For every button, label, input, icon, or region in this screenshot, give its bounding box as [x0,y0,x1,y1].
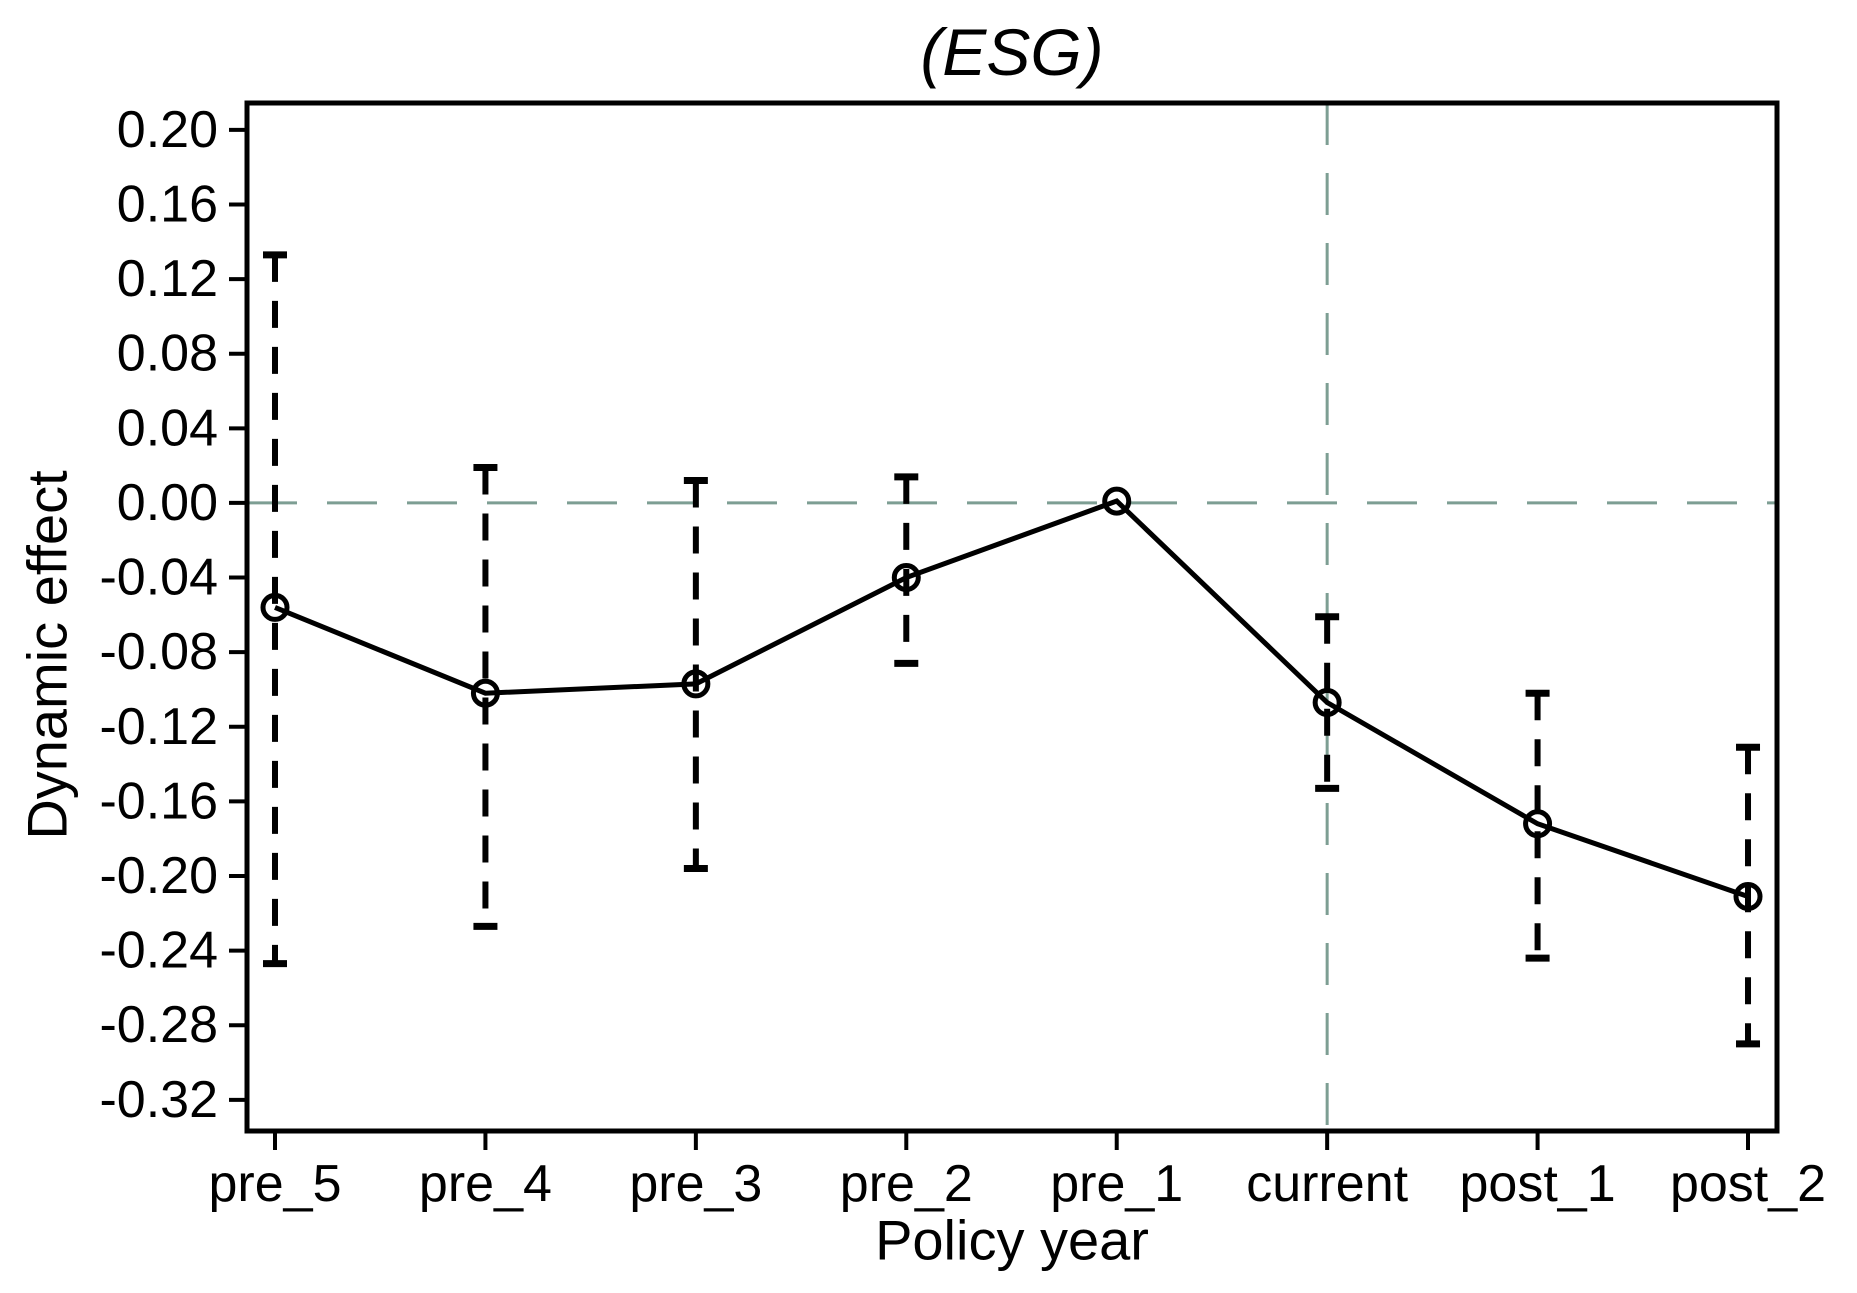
data-point-marker [1312,688,1342,718]
x-tick-label: pre_1 [1050,1155,1183,1213]
y-tick-label: 0.12 [117,250,218,308]
data-point-marker [681,669,711,699]
x-tick-label: post_2 [1670,1155,1826,1213]
x-tick-label: pre_2 [840,1155,973,1213]
y-tick-label: 0.20 [117,101,218,159]
plot-area: 0.20 0.16 0.12 0.08 0.04 0.00 -0.04 -0.08 -0.12 -… [99,101,1826,1213]
x-tick-label: post_1 [1460,1155,1616,1213]
y-tick-label: -0.28 [99,996,218,1054]
y-tick-label: -0.12 [99,698,218,756]
y-tick-label: -0.16 [99,772,218,830]
x-axis-title: Policy year [875,1209,1149,1272]
chart-title: (ESG) [920,15,1103,89]
y-tick-label: -0.20 [99,847,218,905]
dynamic-effect-series-line [274,498,1749,899]
data-point-marker [1102,486,1132,516]
plot-frame [244,100,1780,1134]
x-tick-label: pre_4 [419,1155,552,1213]
x-tick-label: pre_5 [209,1155,342,1213]
y-tick-label: -0.32 [99,1071,218,1129]
y-tick-label: -0.08 [99,623,218,681]
data-point-marker [891,563,921,593]
y-tick-label: -0.24 [99,922,218,980]
data-point-marker [260,592,290,622]
y-tick-label: 0.00 [117,474,218,532]
data-point-marker [1733,882,1763,912]
y-tick-label: 0.16 [117,175,218,233]
y-tick-label: 0.08 [117,325,218,383]
y-tick-label: 0.04 [117,399,218,457]
data-point-marker [1523,809,1553,839]
data-point-marker [470,678,500,708]
x-tick-label: current [1246,1155,1408,1213]
x-tick-label: pre_3 [629,1155,762,1213]
y-axis-title: Dynamic effect [16,470,79,840]
y-tick-label: -0.04 [99,549,218,607]
